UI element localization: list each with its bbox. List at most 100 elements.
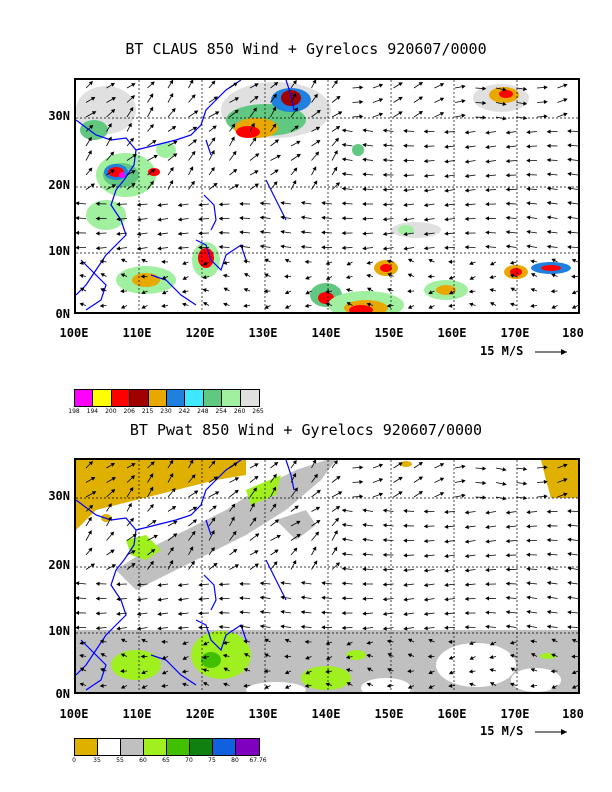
wind-vector-head <box>567 171 572 177</box>
wind-vector-head <box>79 640 84 645</box>
wind-vector-head <box>90 476 96 481</box>
wind-vector-head <box>111 477 116 481</box>
wind-vector-head <box>149 93 154 98</box>
wind-vector-head <box>387 667 392 672</box>
wind-vector-head <box>202 641 208 646</box>
wind-vector-head <box>304 303 309 308</box>
wind-vector-head <box>485 187 490 193</box>
wind-vector-head <box>312 80 317 84</box>
wind-vector-head <box>341 610 346 616</box>
wind-vector-head <box>382 231 387 237</box>
wind-vector-head <box>157 231 162 237</box>
panel2-lat-label: 20N <box>48 558 70 572</box>
wind-vector-head <box>149 123 154 129</box>
wind-vector-head <box>192 506 198 511</box>
wind-vector-head <box>91 491 97 495</box>
wind-vector-head <box>325 682 330 687</box>
wind-vector-head <box>382 597 387 602</box>
wind-vector-head <box>305 655 310 660</box>
wind-vector-head <box>423 188 428 193</box>
wind-vector-head <box>464 202 469 207</box>
wind-vector-head <box>141 258 146 263</box>
wind-vector-head <box>505 201 510 206</box>
wind-vector-head <box>76 625 80 630</box>
wind-vector-head <box>202 668 207 673</box>
wind-vector-head <box>546 157 551 163</box>
wind-vector-head <box>284 258 290 263</box>
panel2-grid <box>76 460 578 692</box>
wind-vector-head <box>99 639 104 644</box>
panel2-lon-label: 130E <box>248 707 278 721</box>
wind-vector-head <box>489 275 494 280</box>
wind-vector-head <box>439 97 445 102</box>
wind-vector-head <box>341 245 346 250</box>
wind-vector-head <box>315 531 320 536</box>
wind-vector-head <box>530 639 535 644</box>
wind-vector-head <box>274 169 279 174</box>
wind-vector-head <box>88 547 93 552</box>
wind-vector-head <box>284 304 290 309</box>
wind-vector-head <box>382 143 387 148</box>
wind-vector-head <box>198 245 203 250</box>
wind-vector-head <box>461 464 466 469</box>
wind-vector-head <box>366 653 371 658</box>
wind-vector-head <box>382 246 387 251</box>
wind-vector-head <box>79 682 84 687</box>
panel1-lat-label: 0N <box>55 307 70 321</box>
wind-vector-head <box>284 290 290 295</box>
wind-vector-head <box>107 136 112 141</box>
wind-vector-head <box>403 188 408 193</box>
wind-vector-head <box>403 582 408 587</box>
wind-vector-head <box>292 460 297 465</box>
wind-vector-head <box>382 157 387 163</box>
wind-vector-head <box>567 537 572 542</box>
wind-vector-head <box>234 109 239 114</box>
wind-vector-head <box>444 611 449 616</box>
wind-vector-head <box>191 94 196 99</box>
wind-vector-head <box>243 653 249 657</box>
wind-vector-head <box>526 144 531 149</box>
wind-vector-head <box>300 244 305 249</box>
wind-vector-head <box>378 83 384 88</box>
wind-vector-head <box>403 143 408 148</box>
wind-vector-head <box>232 168 238 174</box>
wind-vector <box>577 482 578 483</box>
wind-vector-head <box>157 217 162 222</box>
panel2-lon-label: 110E <box>122 707 152 721</box>
wind-vector-head <box>444 625 449 630</box>
wind-vector-head <box>523 466 528 472</box>
wind-vector-head <box>418 96 423 101</box>
wind-vector-head <box>505 230 510 235</box>
wind-vector-head <box>213 182 218 187</box>
wind-vector-head <box>439 112 445 116</box>
wind-vector-head <box>177 625 182 631</box>
wind-vector-head <box>341 157 346 162</box>
wind-vector-head <box>386 259 391 264</box>
wind-vector-head <box>489 668 494 673</box>
wind-vector-head <box>316 489 321 494</box>
wind-vector-head <box>100 667 105 672</box>
wind-vector-head <box>403 128 408 134</box>
wind-vector-head <box>505 595 510 600</box>
wind-vector-head <box>485 130 490 135</box>
wind-vector-head <box>313 180 318 185</box>
wind-vector-head <box>382 537 387 543</box>
colorbar-swatch <box>167 739 190 755</box>
wind-vector-head <box>252 517 257 522</box>
wind-vector-head <box>550 669 555 674</box>
wind-vector-head <box>325 302 330 307</box>
wind-vector-head <box>292 80 297 85</box>
wind-vector-head <box>567 624 572 630</box>
wind-vector-head <box>234 97 240 102</box>
wind-vector-head <box>546 595 551 600</box>
wind-vector-head <box>423 538 428 544</box>
colorbar-tick-label: 65 <box>162 757 170 764</box>
colorbar-tick-label: 60 <box>139 757 147 764</box>
wind-vector-head <box>362 552 367 557</box>
wind-vector-head <box>312 460 317 464</box>
colorbar-tick-label: 75 <box>208 757 216 764</box>
wind-vector-head <box>312 166 317 171</box>
wind-vector-head <box>398 82 403 87</box>
wind-vector-head <box>335 506 341 510</box>
wind-vector-head <box>79 667 85 672</box>
